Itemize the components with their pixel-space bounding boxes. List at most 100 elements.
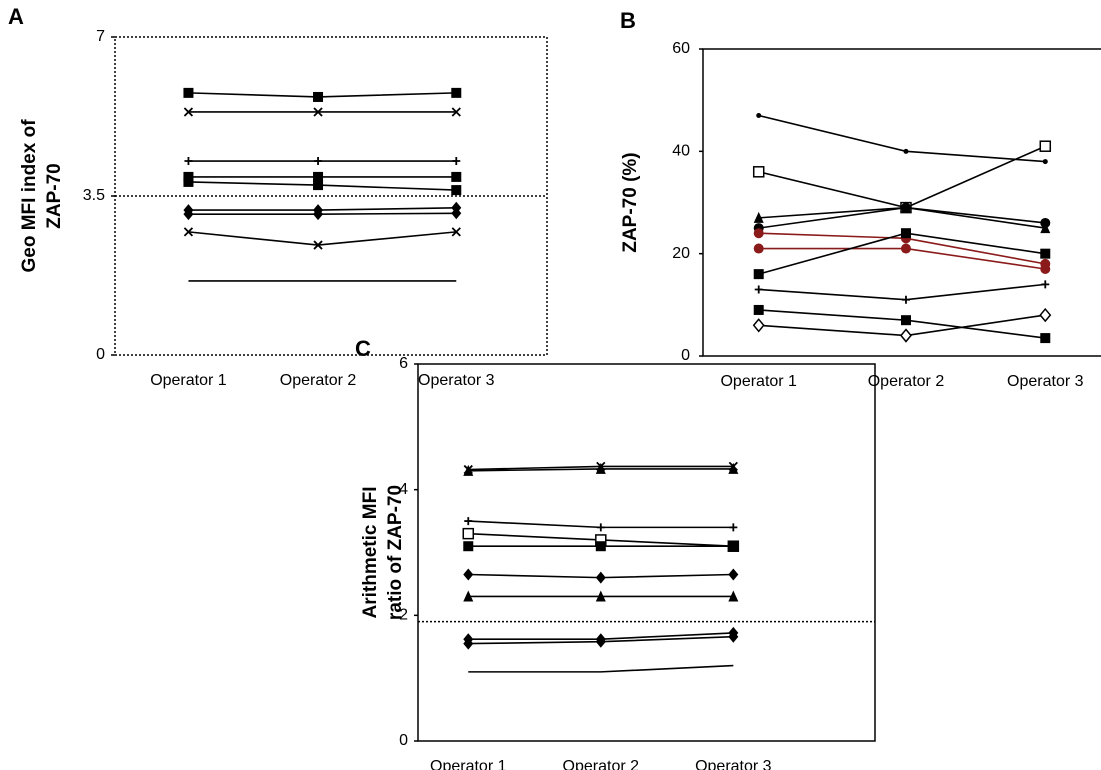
marker: [183, 107, 194, 117]
y-axis-label: ratio of ZAP-70: [385, 485, 406, 620]
series-line: [758, 114, 1046, 163]
marker: [451, 171, 462, 182]
marker: [900, 243, 911, 254]
marker: [596, 461, 606, 472]
marker: [464, 517, 473, 526]
marker: [451, 87, 462, 98]
marker: [1039, 307, 1052, 323]
y-tick-label: 0: [399, 732, 408, 749]
marker: [1041, 280, 1050, 289]
panel-letter: B: [620, 8, 636, 33]
plot-frame: [702, 48, 1101, 357]
marker: [903, 148, 909, 154]
marker: [728, 568, 739, 581]
y-tick-label: 6: [399, 355, 408, 372]
marker: [752, 318, 765, 333]
marker: [451, 227, 461, 237]
marker: [753, 228, 764, 239]
marker: [451, 185, 462, 196]
marker: [900, 315, 911, 326]
marker: [463, 637, 474, 650]
x-tick-label: Operator 2: [563, 758, 640, 770]
x-tick-label: Operator 1: [150, 372, 227, 389]
marker: [451, 107, 461, 117]
marker: [313, 171, 324, 182]
marker: [1042, 159, 1048, 165]
marker: [1040, 248, 1051, 259]
marker: [451, 207, 462, 220]
marker: [462, 527, 475, 540]
marker: [728, 462, 739, 474]
marker: [753, 211, 764, 223]
series-line: [758, 247, 1046, 270]
y-tick-label: 7: [96, 28, 105, 45]
y-tick-label: 40: [672, 143, 690, 160]
y-tick-label: 60: [672, 40, 690, 57]
marker: [753, 243, 764, 254]
marker: [1040, 264, 1051, 275]
marker: [313, 107, 323, 117]
marker: [900, 228, 911, 239]
y-tick-label: 0: [681, 347, 690, 364]
y-tick-label: 4: [399, 481, 408, 498]
marker: [452, 157, 461, 166]
marker: [313, 208, 324, 221]
x-tick-label: Operator 1: [430, 758, 507, 770]
panel-letter: A: [8, 4, 24, 29]
marker: [753, 304, 764, 315]
x-tick-label: Operator 3: [1007, 373, 1084, 390]
marker: [756, 113, 762, 119]
y-axis-label: ZAP-70 (%): [620, 152, 641, 252]
series-line: [758, 145, 1046, 209]
marker: [183, 87, 194, 98]
marker: [595, 462, 606, 474]
marker: [595, 541, 606, 552]
marker: [728, 590, 739, 602]
panel-letter: C: [355, 336, 371, 361]
series-line: [188, 231, 457, 246]
marker: [313, 240, 323, 250]
marker: [900, 202, 911, 213]
marker: [1039, 140, 1052, 152]
marker: [1040, 333, 1051, 344]
marker: [463, 590, 474, 602]
y-axis-label: Arithmetic MFI: [360, 487, 381, 619]
marker: [183, 208, 194, 221]
plot-frame: [417, 363, 876, 742]
marker: [729, 523, 738, 532]
y-tick-label: 3.5: [83, 187, 105, 204]
series-line: [468, 664, 734, 673]
marker: [754, 285, 763, 294]
marker: [596, 523, 605, 532]
y-axis-label: ZAP-70: [44, 163, 65, 228]
marker: [753, 269, 764, 280]
marker: [183, 176, 194, 187]
marker: [901, 295, 910, 304]
x-tick-label: Operator 1: [720, 373, 797, 390]
marker: [313, 91, 324, 102]
marker: [463, 464, 473, 475]
marker: [728, 461, 738, 472]
marker: [728, 630, 739, 643]
x-tick-label: Operator 3: [418, 372, 495, 389]
marker: [900, 328, 912, 343]
marker: [595, 571, 606, 584]
y-axis-label: Geo MFI index of: [19, 119, 40, 273]
marker: [463, 568, 474, 581]
marker: [595, 635, 606, 648]
marker: [463, 541, 474, 552]
marker: [752, 166, 765, 178]
y-tick-label: 20: [672, 245, 690, 262]
y-tick-label: 0: [96, 346, 105, 363]
marker: [1040, 217, 1051, 228]
marker: [728, 541, 739, 552]
x-tick-label: Operator 3: [695, 758, 772, 770]
x-tick-label: Operator 2: [868, 373, 945, 390]
x-tick-label: Operator 2: [280, 372, 357, 389]
marker: [595, 590, 606, 602]
series-line: [758, 283, 1046, 301]
marker: [183, 227, 194, 237]
marker: [313, 180, 324, 191]
marker: [184, 157, 193, 166]
